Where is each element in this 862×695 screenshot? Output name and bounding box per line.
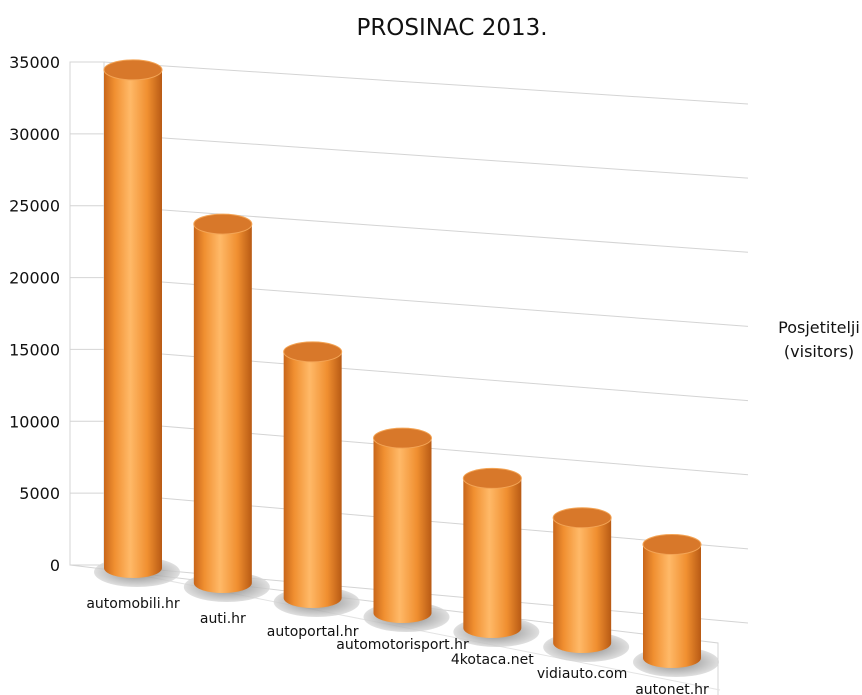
y-tick-label: 5000 bbox=[19, 484, 60, 503]
legend-line-1: Posjetitelji bbox=[778, 318, 860, 337]
x-tick-label: 4kotaca.net bbox=[451, 652, 534, 668]
gridline bbox=[103, 133, 749, 179]
bar-body bbox=[463, 478, 522, 638]
y-tick-label: 30000 bbox=[9, 125, 60, 144]
x-tick-label: vidiauto.com bbox=[537, 666, 628, 682]
bar-top bbox=[193, 213, 253, 235]
labels: 0 5000 10000 15000 20000 25000 30000 35000 autom… bbox=[9, 53, 709, 695]
bar-top bbox=[283, 341, 343, 363]
x-tick-label: automotorisport.hr bbox=[336, 637, 469, 653]
y-tick-label: 20000 bbox=[9, 269, 60, 288]
chart-title: PROSINAC 2013. bbox=[356, 15, 547, 41]
gridline bbox=[103, 205, 749, 253]
bar-body bbox=[104, 69, 162, 579]
bar-body bbox=[283, 351, 342, 608]
y-tick-label: 15000 bbox=[9, 340, 60, 359]
bar-top bbox=[373, 427, 432, 449]
x-tick-label: auti.hr bbox=[200, 611, 246, 627]
y-tick-label: 35000 bbox=[9, 53, 60, 72]
y-tick-label: 10000 bbox=[9, 412, 60, 431]
left-wall bbox=[69, 61, 105, 566]
bar-top bbox=[642, 534, 702, 556]
bar-body bbox=[643, 544, 701, 668]
x-tick-label: autoportal.hr bbox=[267, 624, 359, 640]
x-tick-label: autonet.hr bbox=[635, 682, 709, 695]
bar-top bbox=[552, 507, 612, 529]
bar-top bbox=[103, 59, 163, 81]
y-tick-label: 25000 bbox=[9, 197, 60, 216]
bar-body bbox=[553, 517, 612, 653]
bar-top bbox=[462, 467, 522, 489]
bar-body bbox=[373, 438, 432, 623]
x-tick-label: automobili.hr bbox=[86, 596, 180, 612]
bar-body bbox=[193, 224, 252, 593]
bars bbox=[94, 59, 719, 677]
gridline bbox=[103, 61, 749, 105]
legend-line-2: (visitors) bbox=[784, 342, 854, 361]
y-tick-label: 0 bbox=[50, 556, 60, 575]
